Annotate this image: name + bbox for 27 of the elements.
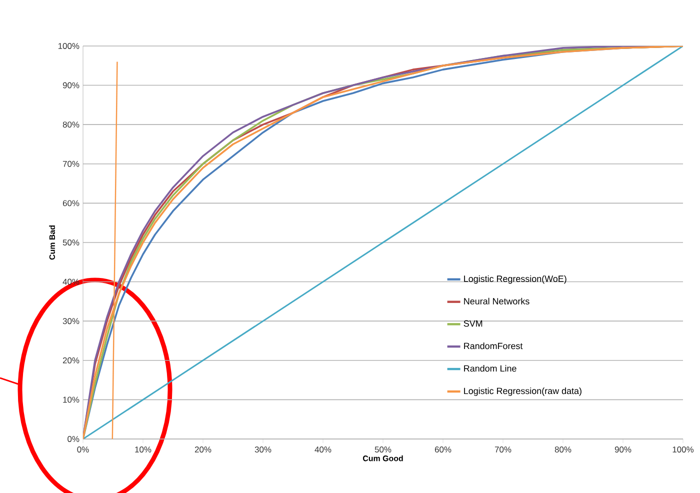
legend-label: Random Line xyxy=(464,365,516,372)
legend-label: Neural Networks xyxy=(464,298,530,304)
legend-label: SVM xyxy=(464,320,482,327)
x-tick-label: 100% xyxy=(672,446,694,452)
x-tick-label: 10% xyxy=(135,446,152,452)
y-tick-label: 90% xyxy=(62,82,80,88)
x-tick-label: 0% xyxy=(77,446,89,452)
y-tick-label: 70% xyxy=(62,160,80,167)
legend-label: RandomForest xyxy=(464,342,523,350)
y-tick-label: 80% xyxy=(62,122,80,128)
y-tick-label: 30% xyxy=(62,318,80,324)
x-tick-label: 30% xyxy=(254,446,272,452)
x-tick-label: 80% xyxy=(554,446,572,452)
y-tick-label: 10% xyxy=(63,396,80,403)
y-tick-label: 0% xyxy=(68,436,80,442)
x-tick-label: 60% xyxy=(434,446,452,452)
x-tick-label: 20% xyxy=(194,446,212,452)
x-tick-label: 90% xyxy=(614,446,632,452)
x-tick-label: 70% xyxy=(494,446,512,452)
legend-label: Logistic Regression(raw data) xyxy=(464,388,582,396)
y-tick-label: 50% xyxy=(62,239,80,246)
y-tick-label: 60% xyxy=(62,200,80,206)
legend-label: Logistic Regression(WoE) xyxy=(464,275,566,284)
x-tick-label: 50% xyxy=(374,446,392,452)
y-tick-label: 20% xyxy=(62,357,80,364)
x-tick-label: 40% xyxy=(314,446,332,452)
y-tick-label: 100% xyxy=(58,42,80,49)
